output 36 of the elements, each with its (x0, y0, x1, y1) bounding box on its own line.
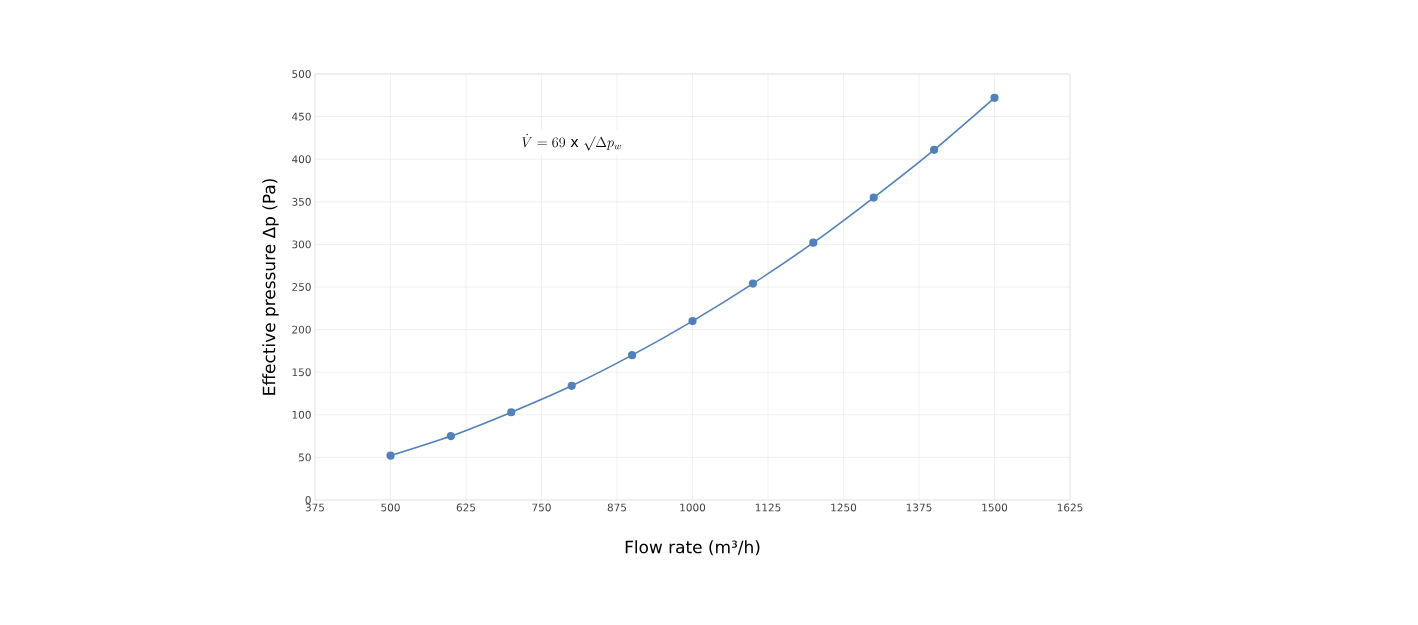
x-tick-label: 750 (532, 503, 551, 512)
point (748, 279, 758, 288)
annotation: $\dot{V} = 69\ \mathrm{x}\ \surd\Delta p_{w}$ (522, 133, 621, 151)
point (869, 193, 878, 202)
x-tick-label: 1625 (1057, 503, 1083, 512)
y-tick-label: 250 (292, 283, 311, 291)
x-tick-label: 375 (305, 503, 325, 512)
x-tick-label: 1250 (831, 503, 857, 512)
y-tick-label: 200 (292, 325, 311, 334)
y-tick-label: 100 (292, 410, 311, 419)
x-tick-label: 1000 (680, 503, 706, 512)
x-tick-label: 875 (607, 503, 627, 512)
x-tick-label: 1125 (755, 503, 781, 512)
x-tick-label: 1375 (906, 503, 932, 512)
x-tick-label: 500 (381, 503, 400, 512)
point (930, 145, 939, 154)
y-tick-label: 350 (292, 197, 311, 206)
point (688, 316, 697, 326)
point (628, 351, 637, 360)
point (446, 432, 456, 441)
point (809, 238, 818, 247)
y-tick-label: 450 (292, 112, 311, 121)
x-tick-label: 1500 (982, 503, 1008, 512)
point (567, 381, 576, 390)
y-axis-title: Effective pressure Δp (Pa) (262, 179, 279, 395)
y-tick-label: 150 (292, 368, 311, 377)
x-tick-label: 625 (456, 503, 476, 512)
y-tick-label: 50 (298, 453, 311, 462)
point (386, 451, 395, 460)
x-axis-title: Flow rate (m³/h) (625, 540, 760, 556)
y-tick-label: 500 (292, 70, 311, 78)
y-tick-label: 0 (305, 496, 311, 504)
y-tick-label: 400 (292, 155, 311, 164)
point (990, 93, 999, 102)
point (507, 408, 516, 417)
y-tick-label: 300 (292, 240, 311, 249)
